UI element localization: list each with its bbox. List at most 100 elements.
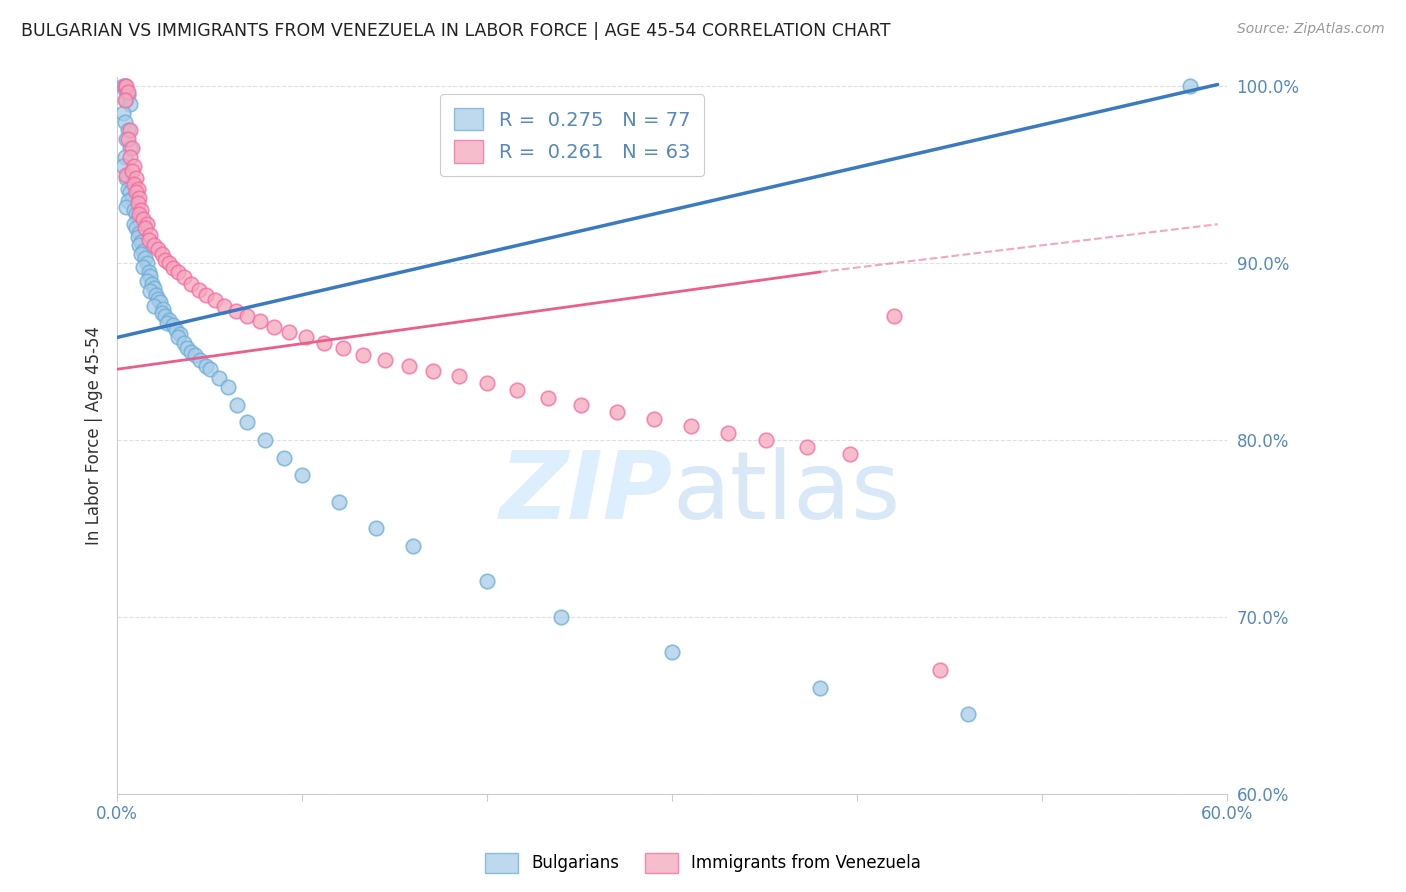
Text: BULGARIAN VS IMMIGRANTS FROM VENEZUELA IN LABOR FORCE | AGE 45-54 CORRELATION CH: BULGARIAN VS IMMIGRANTS FROM VENEZUELA I… [21,22,890,40]
Point [278,325,301,339]
Point [217,380,239,394]
Point [150,306,173,320]
Point [449,369,471,384]
Point [121,164,143,178]
Point [115,132,138,146]
Point [716,425,738,440]
Point [184,348,207,362]
Point [115,171,138,186]
Point [125,171,148,186]
Legend: Bulgarians, Immigrants from Venezuela: Bulgarians, Immigrants from Venezuela [478,847,928,880]
Point [121,191,143,205]
Point [132,244,155,258]
Text: ZIP: ZIP [499,447,672,539]
Point [155,309,177,323]
Point [111,159,134,173]
Point [883,309,905,323]
Point [475,574,498,589]
Point [249,314,271,328]
Point [167,330,190,344]
Point [295,330,318,344]
Point [115,79,138,94]
Point [114,94,136,108]
Point [122,217,145,231]
Point [114,79,136,94]
Point [141,277,163,292]
Point [537,391,560,405]
Point [121,177,143,191]
Point [138,233,160,247]
Point [149,295,172,310]
Point [180,277,202,292]
Point [145,288,167,302]
Point [114,114,136,128]
Point [115,200,138,214]
Point [135,217,157,231]
Point [114,150,136,164]
Point [226,398,249,412]
Point [402,539,425,553]
Point [122,177,145,191]
Point [129,247,152,261]
Point [661,645,683,659]
Point [173,270,195,285]
Point [120,123,142,137]
Point [156,316,179,330]
Point [314,335,336,350]
Point [475,376,498,391]
Point [328,495,350,509]
Point [143,299,166,313]
Point [135,274,157,288]
Point [167,265,190,279]
Point [139,227,162,242]
Point [173,335,195,350]
Point [122,203,145,218]
Point [398,359,420,373]
Point [128,226,150,240]
Point [146,292,169,306]
Point [571,398,593,412]
Point [111,79,134,94]
Point [115,168,138,182]
Legend: R =  0.275   N = 77, R =  0.261   N = 63: R = 0.275 N = 77, R = 0.261 N = 63 [440,95,704,177]
Point [332,341,354,355]
Point [796,440,818,454]
Point [117,194,139,209]
Point [254,433,277,447]
Point [198,362,221,376]
Point [117,132,139,146]
Point [127,196,149,211]
Point [127,229,149,244]
Point [120,97,142,112]
Point [128,191,150,205]
Point [263,319,285,334]
Point [117,123,139,137]
Point [808,681,831,695]
Point [146,242,169,256]
Point [132,211,155,226]
Point [194,288,217,302]
Point [180,344,202,359]
Point [117,168,139,182]
Point [143,281,166,295]
Point [152,302,174,317]
Point [127,211,149,226]
Point [838,447,860,461]
Point [125,220,148,235]
Point [235,415,257,429]
Point [235,309,257,323]
Y-axis label: In Labor Force | Age 45-54: In Labor Force | Age 45-54 [86,326,103,545]
Point [150,247,173,261]
Point [111,105,134,120]
Point [120,141,142,155]
Point [291,468,314,483]
Point [117,182,139,196]
Text: atlas: atlas [672,447,900,539]
Point [139,285,162,299]
Point [194,359,217,373]
Point [117,88,139,103]
Point [157,312,180,326]
Point [138,265,160,279]
Point [1178,79,1201,94]
Point [122,159,145,173]
